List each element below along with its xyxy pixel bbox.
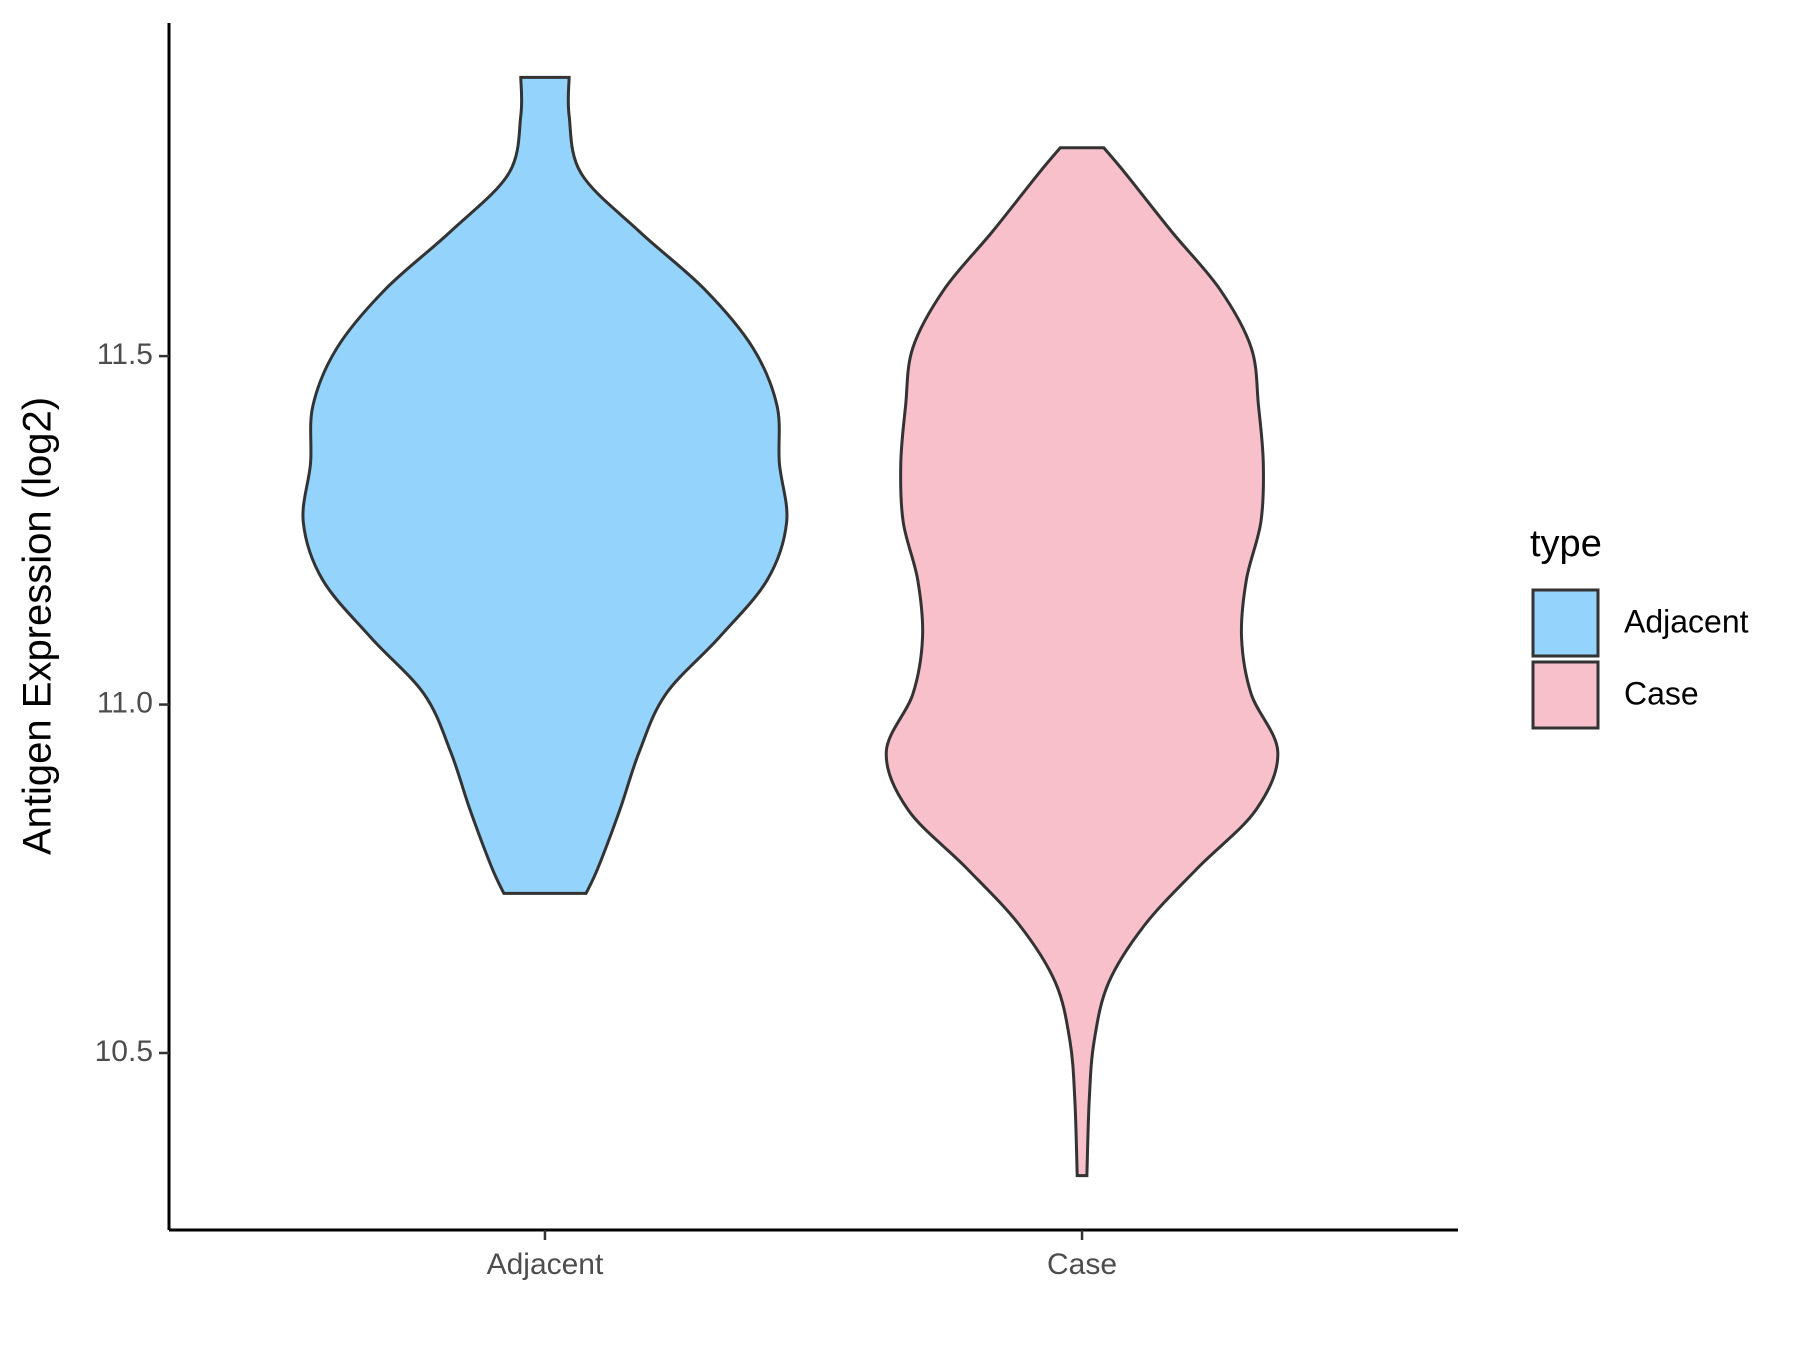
legend-key [1531,660,1600,730]
x-tick-label: Adjacent [487,1248,604,1281]
x-tick-label: Case [1047,1248,1117,1281]
legend-label: Case [1624,675,1699,711]
y-tick-label: 11.0 [97,686,153,719]
violin [301,75,789,895]
y-tick-label: 11.5 [97,338,153,371]
y-axis-title: Antigen Expression (log2) [16,397,60,855]
legend-title: type [1530,523,1602,565]
legend-label: Adjacent [1624,603,1749,639]
legend-key [1531,588,1600,658]
y-tick-label: 10.5 [95,1035,153,1068]
violin [884,146,1280,1178]
